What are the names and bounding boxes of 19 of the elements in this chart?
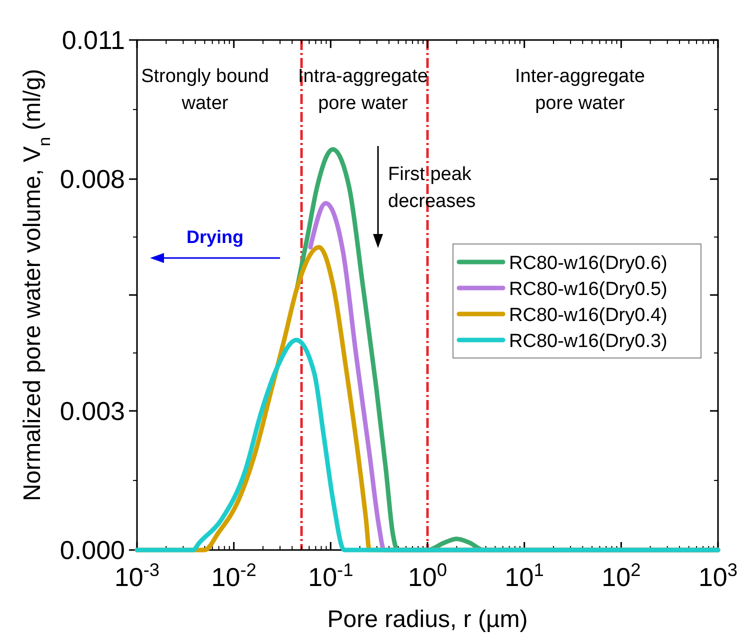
x-tick-label: 10$^{-2}$	[211, 560, 256, 592]
legend-label: RC80-w16(Dry0.6)	[509, 253, 668, 274]
legend-label: RC80-w16(Dry0.5)	[509, 279, 668, 300]
annotation: Strongly bound water	[141, 66, 269, 114]
annotation: Inter-aggregate pore water	[515, 66, 645, 114]
x-axis-title: Pore radius, r (µm)	[327, 606, 528, 633]
y-tick-label: 0.008	[60, 164, 125, 194]
legend-label: RC80-w16(Dry0.4)	[509, 305, 668, 326]
y-tick-label: 0.011	[62, 25, 125, 55]
legend-label: RC80-w16(Dry0.3)	[509, 331, 668, 352]
x-tick-label: 10$^{2}$	[602, 560, 641, 592]
y-tick-label: 0.003	[60, 396, 125, 426]
x-tick-label: 10$^{1}$	[504, 560, 544, 592]
x-tick-label: 10$^{3}$	[698, 560, 738, 592]
annotation: First peak decreases	[388, 164, 476, 212]
annotation: Drying	[186, 227, 244, 247]
x-tick-label: 10$^{0}$	[408, 560, 448, 592]
x-tick-label: 10$^{-1}$	[308, 560, 354, 592]
annotation: Intra-aggregate pore water	[298, 66, 428, 114]
